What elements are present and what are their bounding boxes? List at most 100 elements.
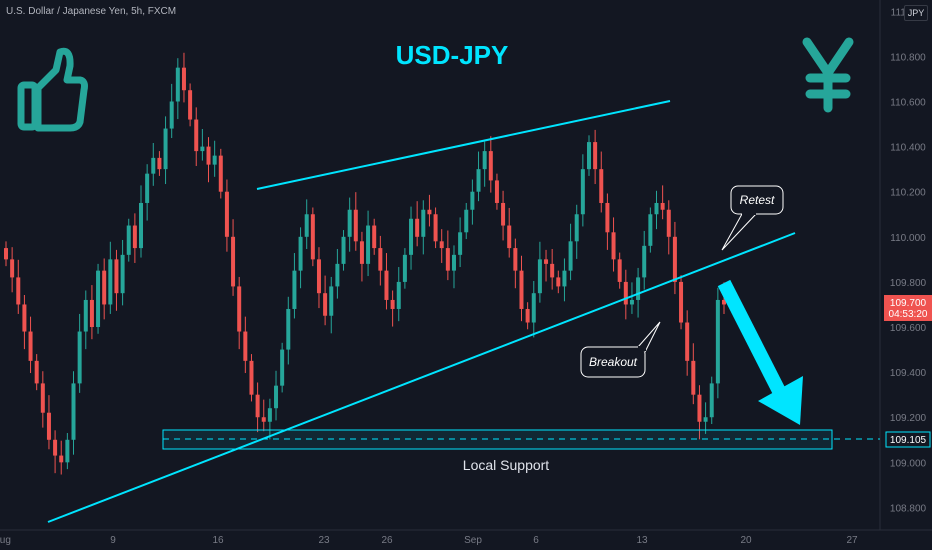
current-price-tag: 109.700 04:53:20: [884, 295, 932, 321]
countdown: 04:53:20: [889, 309, 928, 320]
candle-body: [691, 360, 696, 395]
candle-body: [427, 209, 432, 215]
candle-body: [525, 308, 530, 323]
candle-body: [65, 439, 70, 463]
retest-callout: Retest: [721, 185, 784, 251]
candle-body: [316, 259, 321, 294]
candle-body: [335, 263, 340, 287]
candle-body: [310, 214, 315, 260]
yen-icon: [802, 37, 854, 113]
candle-body: [679, 281, 684, 323]
candle-body: [384, 270, 389, 300]
candle-body: [439, 241, 444, 249]
candle-body: [421, 209, 426, 237]
candle-body: [580, 169, 585, 215]
candle-body: [10, 259, 15, 278]
symbol-info: U.S. Dollar / Japanese Yen, 5h, FXCM: [6, 6, 177, 17]
candle-body: [224, 191, 229, 237]
candle-body: [298, 236, 303, 271]
candle-body: [206, 146, 211, 165]
channel-upper-line: [256, 100, 671, 190]
candle-body: [544, 259, 549, 264]
candle-body: [157, 157, 162, 170]
breakout-callout: Breakout: [580, 321, 661, 378]
candle-body: [636, 277, 641, 300]
candle-body: [464, 209, 469, 233]
candle-body: [286, 308, 291, 350]
x-tick-label: 27: [846, 535, 858, 546]
y-tick-label: 110.000: [890, 233, 926, 244]
candle-body: [132, 225, 137, 249]
candle-body: [139, 202, 144, 249]
y-tick-label: 109.400: [890, 368, 927, 379]
candle-body: [409, 218, 414, 255]
candle-body: [531, 293, 536, 323]
y-tick-label: 108.800: [890, 503, 927, 514]
y-tick-label: 109.800: [890, 278, 927, 289]
candle-body: [255, 394, 260, 418]
y-tick-label: 110.200: [890, 188, 926, 199]
candle-body: [163, 128, 168, 170]
candle-body: [458, 232, 463, 255]
candle-body: [329, 286, 334, 316]
candle-body: [476, 169, 481, 192]
candle-body: [654, 202, 659, 215]
x-axis-ticks: Aug 9 16 23 26 Sep 6 13 20 27: [0, 535, 858, 546]
candle-body: [617, 259, 622, 282]
support-price: 109.105: [890, 435, 927, 446]
candle-body: [151, 157, 156, 174]
candle-body: [4, 248, 8, 260]
x-tick-label: 23: [318, 535, 330, 546]
candle-body: [22, 304, 27, 332]
candle-body: [697, 394, 702, 422]
candle-body: [274, 385, 279, 409]
candle-body: [709, 383, 714, 418]
y-tick-label: 109.200: [890, 413, 927, 424]
candle-body: [703, 417, 708, 422]
candle-body: [114, 259, 119, 294]
candle-body: [574, 214, 579, 242]
candle-body: [359, 241, 364, 264]
candle-body: [396, 281, 401, 309]
candle-body: [482, 151, 487, 170]
candle-body: [292, 270, 297, 309]
x-tick-label: 20: [740, 535, 752, 546]
candle-body: [237, 286, 242, 332]
candle-body: [611, 232, 616, 260]
candle-body: [249, 360, 254, 395]
y-tick-label: 110.800: [890, 52, 926, 63]
candle-body: [660, 202, 665, 210]
support-label: Local Support: [463, 457, 550, 473]
candle-body: [169, 101, 174, 129]
candle-body: [40, 383, 45, 413]
candle-body: [623, 281, 628, 305]
candle-body: [642, 245, 647, 278]
candle-body: [415, 218, 420, 237]
candle-body: [685, 322, 690, 361]
currency-box[interactable]: JPY: [904, 5, 928, 21]
x-tick-label: Sep: [464, 535, 482, 546]
candle-body: [501, 202, 506, 226]
candle-body: [261, 417, 266, 422]
candle-body: [102, 270, 107, 305]
candles-group: [4, 52, 726, 475]
y-axis-ticks: 108.800 109.000 109.200 109.400 109.600 109.8…: [890, 7, 927, 514]
thumbs-up-icon: [17, 47, 88, 132]
candle-body: [507, 225, 512, 249]
candle-body: [126, 225, 131, 255]
candle-body: [562, 270, 567, 287]
y-tick-label: 110.400: [890, 143, 926, 154]
candle-body: [470, 191, 475, 210]
candle-body: [16, 277, 21, 305]
candle-body: [513, 248, 518, 271]
x-tick-label: 6: [533, 535, 539, 546]
breakout-label: Breakout: [589, 355, 638, 369]
down-arrow-icon: [717, 279, 803, 425]
candle-body: [402, 254, 407, 282]
candle-body: [341, 236, 346, 264]
candle-body: [59, 455, 64, 463]
candle-body: [194, 119, 199, 152]
candle-body: [378, 248, 383, 271]
candle-body: [648, 214, 653, 246]
